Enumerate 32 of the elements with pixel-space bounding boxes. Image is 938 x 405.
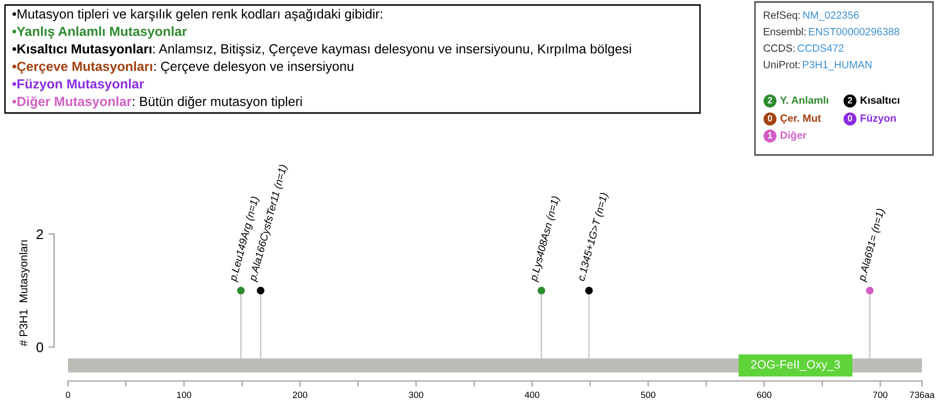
band-label: 2OG-FeII_Oxy_3	[751, 360, 840, 371]
text: 2	[848, 97, 852, 104]
text: 1	[768, 132, 772, 138]
text: UniProt: P3H1_HUMAN	[764, 60, 872, 70]
x-tick-label: 700	[873, 392, 888, 398]
text: •Yanlış Anlamlı Mutasyonlar	[12, 26, 187, 39]
text: CCDS: CCDS472	[764, 44, 844, 52]
legend-label: Kısaltıcı	[860, 96, 900, 104]
x-tick-label: 400	[524, 392, 540, 398]
text: •Kısaltıcı Mutasyonları: Anlamsız, Bitişsiz, Çerçeve kayması delesyonu ve insersiyounu, Kırpılma bölgesi	[12, 44, 631, 56]
x-tick-label: 200	[292, 392, 308, 398]
text: 0	[848, 115, 852, 122]
y-axis-title: # P3H1 Mutasyonları	[19, 240, 30, 346]
data-label: p.Ala691= (n=1)	[858, 208, 886, 282]
x-tick-label: 500	[640, 392, 656, 398]
text: •Mutasyon tipleri ve karşılık gelen renk kodları aşağıdaki gibidir:	[12, 8, 382, 22]
x-tick-label: 736aa	[910, 392, 935, 398]
text: Ensembl: ENST00000296388	[764, 28, 900, 36]
legend-label: Diğer	[780, 131, 806, 141]
text: 2	[768, 97, 772, 104]
x-tick-label: 600	[757, 392, 772, 398]
text: •Çerçeve Mutasyonları: Çerçeve delesyon ve insersiyonu	[12, 61, 354, 74]
legend-label: Füzyon	[860, 114, 896, 124]
x-tick-label: 100	[177, 392, 192, 398]
legend-label: Y. Anlamlı	[780, 96, 828, 104]
legend-label: Çer. Mut	[780, 114, 821, 124]
text: 0	[768, 115, 772, 122]
text: RefSeq: NM_022356	[764, 11, 859, 21]
x-tick-label: 300	[408, 392, 424, 398]
text: •Füzyon Mutasyonlar	[12, 78, 144, 92]
text: •Diğer Mutasyonlar: Bütün diğer mutasyon tipleri	[12, 96, 302, 109]
x-tick-label: 0	[66, 392, 70, 398]
